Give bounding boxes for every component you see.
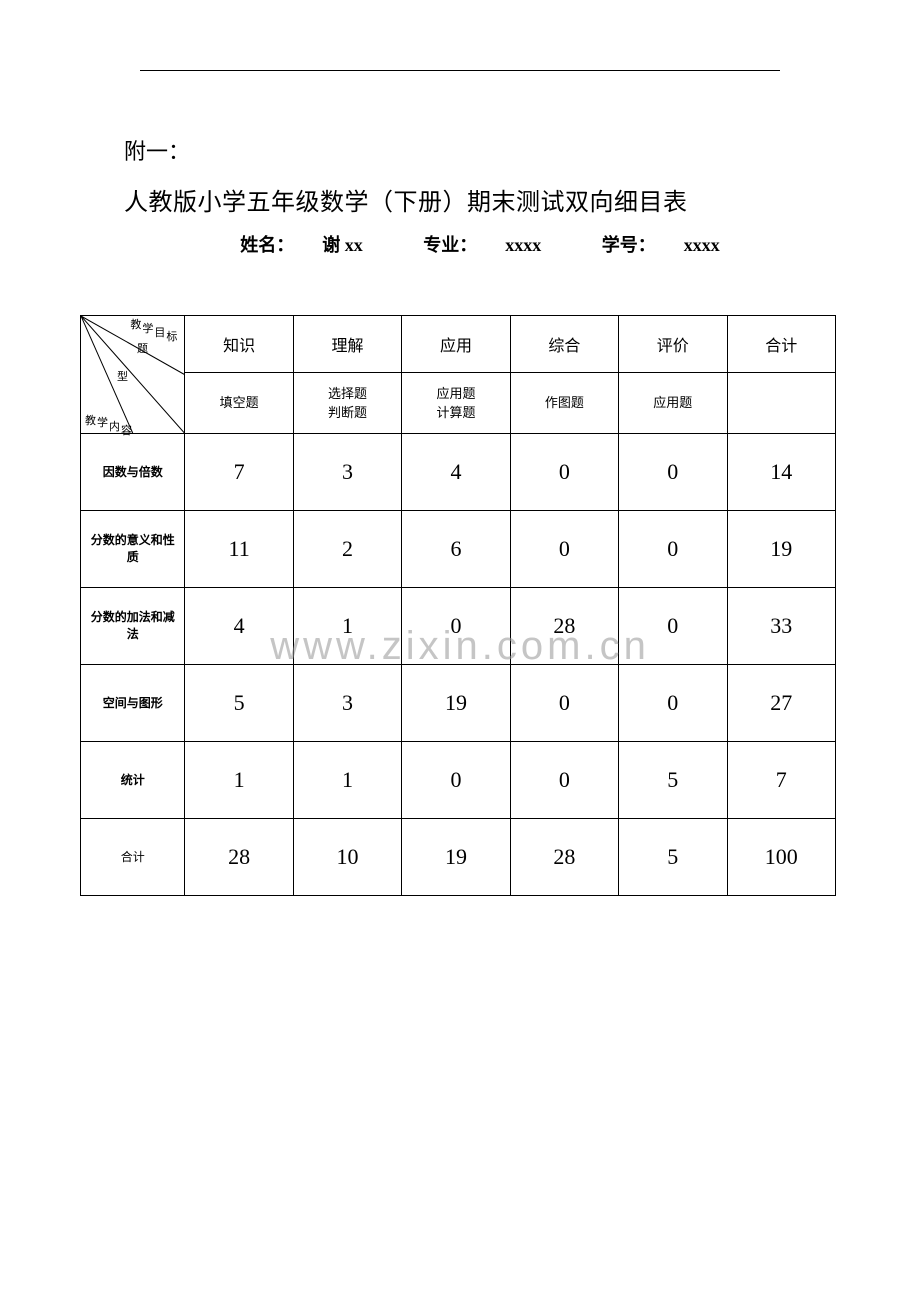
major-field: 专业：xxxx <box>409 235 555 255</box>
table-row: 因数与倍数 7 3 4 0 0 14 <box>81 434 836 511</box>
cell: 1 <box>293 742 401 819</box>
qtype-cell: 应用题计算题 <box>402 373 510 434</box>
cell: 7 <box>727 742 835 819</box>
qtype-cell: 作图题 <box>510 373 618 434</box>
prefix: 附一： <box>124 134 840 166</box>
table-row: 分数的意义和性质 11 2 6 0 0 19 <box>81 511 836 588</box>
row-label: 分数的加法和减法 <box>81 588 185 665</box>
cell: 100 <box>727 819 835 896</box>
cell: 19 <box>402 665 510 742</box>
cell: 0 <box>402 742 510 819</box>
qtype-cell: 选择题判断题 <box>293 373 401 434</box>
cell: 10 <box>293 819 401 896</box>
cell: 0 <box>510 434 618 511</box>
cell: 14 <box>727 434 835 511</box>
cell: 0 <box>619 511 727 588</box>
cell: 0 <box>510 511 618 588</box>
cell: 5 <box>619 819 727 896</box>
cell: 28 <box>510 588 618 665</box>
qtype-cell: 填空题 <box>185 373 293 434</box>
table-header-row-1: 教学目标 题 型 教学内容 知识 理解 应用 综合 评价 合计 <box>81 316 836 373</box>
byline: 姓名：谢 xx 专业：xxxx 学号：xxxx <box>120 231 840 257</box>
col-header: 综合 <box>510 316 618 373</box>
cell: 0 <box>619 434 727 511</box>
cell: 6 <box>402 511 510 588</box>
table-row-total: 合计 28 10 19 28 5 100 <box>81 819 836 896</box>
row-label: 分数的意义和性质 <box>81 511 185 588</box>
col-header: 合计 <box>727 316 835 373</box>
row-label: 空间与图形 <box>81 665 185 742</box>
cell: 3 <box>293 434 401 511</box>
cell: 5 <box>619 742 727 819</box>
cell: 4 <box>402 434 510 511</box>
diag-qtype-2: 型 <box>117 372 128 383</box>
name-field: 姓名：谢 xx <box>226 235 377 255</box>
table-row: 分数的加法和减法 4 1 0 28 0 33 <box>81 588 836 665</box>
row-label: 因数与倍数 <box>81 434 185 511</box>
cell: 0 <box>510 742 618 819</box>
cell: 2 <box>293 511 401 588</box>
cell: 7 <box>185 434 293 511</box>
cell: 28 <box>510 819 618 896</box>
diag-content: 教学内容 <box>85 416 133 427</box>
cell: 19 <box>727 511 835 588</box>
diag-qtype-1: 题 <box>137 344 148 355</box>
cell: 5 <box>185 665 293 742</box>
cell: 4 <box>185 588 293 665</box>
page: 附一： 人教版小学五年级数学（下册）期末测试双向细目表 姓名：谢 xx 专业：x… <box>0 0 920 1302</box>
table-header-row-2: 填空题 选择题判断题 应用题计算题 作图题 应用题 <box>81 373 836 434</box>
diag-goal: 教学目标 <box>130 322 178 333</box>
row-label: 统计 <box>81 742 185 819</box>
cell: 0 <box>402 588 510 665</box>
qtype-cell <box>727 373 835 434</box>
cell: 3 <box>293 665 401 742</box>
diagonal-header: 教学目标 题 型 教学内容 <box>81 316 184 433</box>
col-header: 应用 <box>402 316 510 373</box>
col-header: 评价 <box>619 316 727 373</box>
top-rule <box>140 70 780 71</box>
cell: 0 <box>510 665 618 742</box>
row-label: 合计 <box>81 819 185 896</box>
table-row: 空间与图形 5 3 19 0 0 27 <box>81 665 836 742</box>
cell: 1 <box>185 742 293 819</box>
cell: 0 <box>619 665 727 742</box>
cell: 28 <box>185 819 293 896</box>
student-field: 学号：xxxx <box>588 235 734 255</box>
table-row: 统计 1 1 0 0 5 7 <box>81 742 836 819</box>
col-header: 理解 <box>293 316 401 373</box>
cell: 27 <box>727 665 835 742</box>
cell: 33 <box>727 588 835 665</box>
qtype-cell: 应用题 <box>619 373 727 434</box>
title: 人教版小学五年级数学（下册）期末测试双向细目表 <box>124 182 840 217</box>
cell: 1 <box>293 588 401 665</box>
spec-table: 教学目标 题 型 教学内容 知识 理解 应用 综合 评价 合计 填空题 选择题判… <box>80 315 836 896</box>
cell: 19 <box>402 819 510 896</box>
col-header: 知识 <box>185 316 293 373</box>
cell: 0 <box>619 588 727 665</box>
cell: 11 <box>185 511 293 588</box>
